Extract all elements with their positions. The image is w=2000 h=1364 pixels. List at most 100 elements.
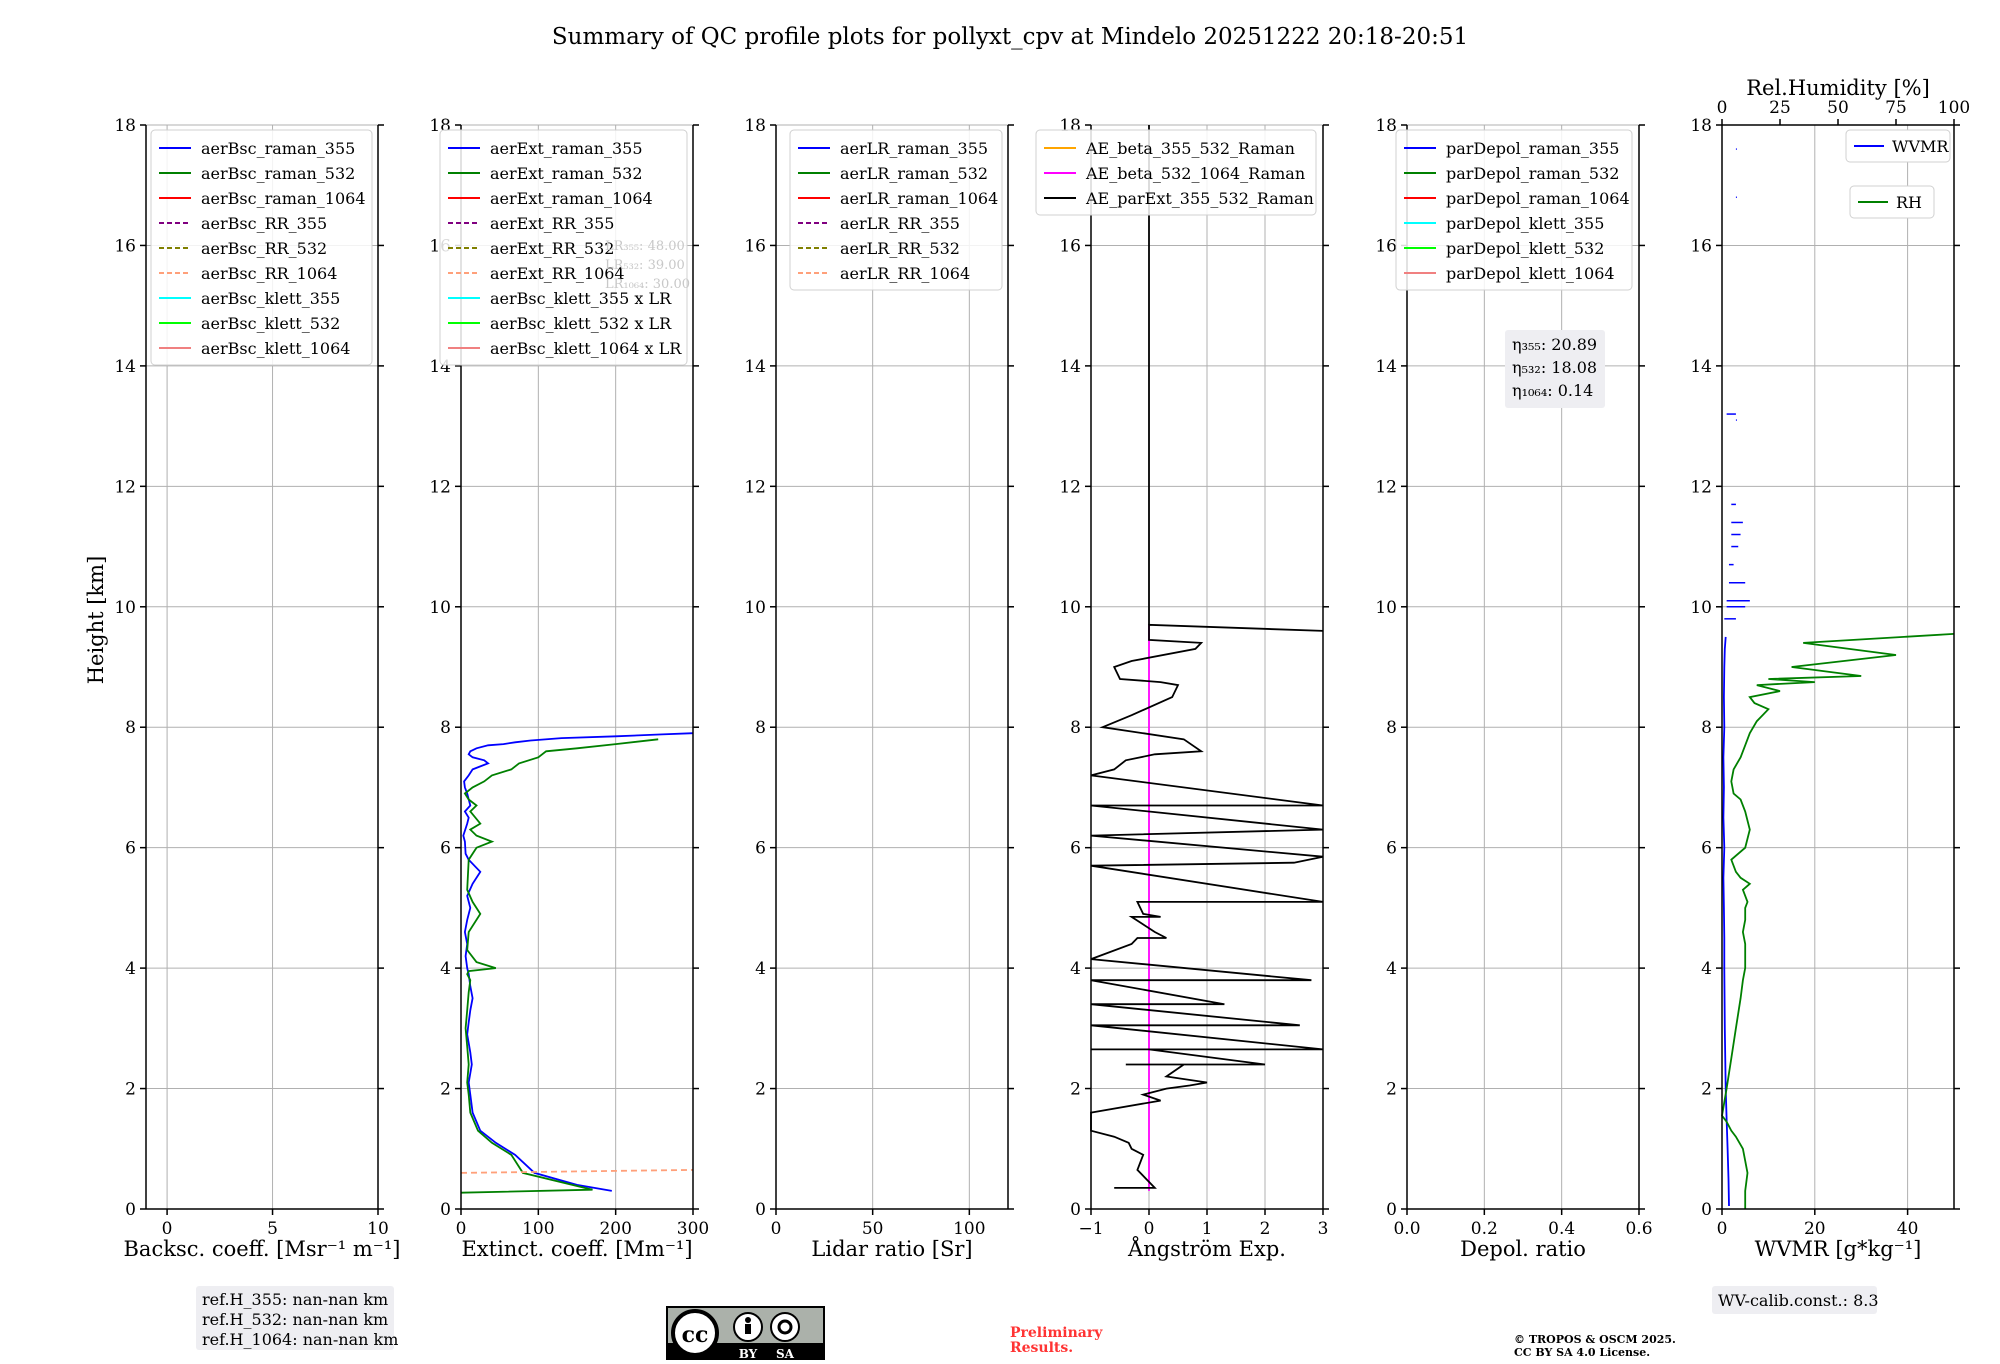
y-tick-label: 4: [1386, 959, 1397, 979]
x-tick-label: −1: [1078, 1219, 1103, 1239]
y-tick-label: 10: [1375, 598, 1397, 618]
series-aerExt_RR_1064: [460, 1169, 694, 1174]
ref-height-532: ref.H_532: nan-nan km: [202, 1310, 388, 1329]
legend-label: parDepol_klett_355: [1446, 214, 1604, 233]
x-tick-label: 1: [1202, 1219, 1213, 1239]
x-tick-label: 0.2: [1471, 1219, 1498, 1239]
x-axis-label: Lidar ratio [Sr]: [811, 1237, 972, 1261]
y-tick-label: 0: [1701, 1200, 1712, 1220]
wv-calib-box: WV-calib.const.: 8.3: [1712, 1286, 1879, 1314]
y-tick-label: 0: [1070, 1200, 1081, 1220]
legend-label: aerBsc_klett_1064: [201, 339, 350, 358]
y-tick-label: 16: [1690, 236, 1712, 256]
preliminary-line-1: Preliminary: [1010, 1325, 1103, 1341]
legend-label: aerExt_raman_532: [490, 164, 643, 183]
series-aerExt_raman_532: [460, 738, 659, 1194]
legend-label: aerBsc_klett_1064 x LR: [490, 339, 682, 358]
top-x-tick-label: 75: [1885, 98, 1907, 118]
x-tick-label: 0.6: [1625, 1219, 1652, 1239]
y-tick-label: 8: [1386, 718, 1397, 738]
legend-label: aerExt_raman_1064: [490, 189, 653, 208]
wv-calib-text: WV-calib.const.: 8.3: [1718, 1291, 1879, 1310]
legend-label: aerBsc_klett_355 x LR: [490, 289, 672, 308]
y-tick-label: 18: [1375, 116, 1397, 136]
legend-label: aerExt_RR_355: [490, 214, 614, 233]
legend-label: aerLR_raman_532: [840, 164, 988, 183]
legend-label: aerLR_raman_1064: [840, 189, 998, 208]
top-x-axis-label: Rel.Humidity [%]: [1746, 76, 1930, 100]
x-tick-label: 10: [367, 1219, 389, 1239]
x-axis-label: Depol. ratio: [1460, 1237, 1586, 1261]
legend-label: parDepol_klett_532: [1446, 239, 1604, 258]
x-axis-label: Backsc. coeff. [Msr⁻¹ m⁻¹]: [124, 1237, 401, 1261]
y-tick-label: 8: [755, 718, 766, 738]
y-tick-label: 2: [755, 1080, 766, 1100]
legend-label: aerLR_RR_532: [840, 239, 960, 258]
y-tick-label: 18: [1690, 116, 1712, 136]
legend-label: AE_beta_355_532_Raman: [1085, 139, 1295, 158]
y-tick-label: 8: [1070, 718, 1081, 738]
x-tick-label: 100: [522, 1219, 554, 1239]
y-tick-label: 6: [1701, 839, 1712, 859]
x-tick-label: 0: [162, 1219, 173, 1239]
x-tick-label: 0: [771, 1219, 782, 1239]
legend-label: RH: [1896, 193, 1922, 212]
y-tick-label: 4: [1070, 959, 1081, 979]
ref-heights-box: ref.H_355: nan-nan km ref.H_532: nan-nan…: [196, 1286, 398, 1350]
x-axis-label: WVMR [g*kg⁻¹]: [1755, 1237, 1922, 1261]
x-tick-label: 200: [599, 1219, 631, 1239]
legend-label: aerBsc_raman_1064: [201, 189, 366, 208]
eta-box: [1505, 330, 1605, 408]
preliminary-line-2: Results.: [1010, 1340, 1073, 1356]
series-AE_parExt_355_532_Raman: [1090, 623, 1324, 1189]
ref-heights-bg: [196, 1286, 394, 1350]
eta-note: η₁₀₆₄: 0.14: [1512, 381, 1593, 400]
wv-calib-bg: [1712, 1286, 1877, 1314]
y-tick-label: 10: [114, 598, 136, 618]
y-tick-label: 14: [744, 357, 766, 377]
y-tick-label: 6: [440, 839, 451, 859]
lr-note: LR₁₀₆₄: 30.00: [605, 277, 690, 292]
legend-label: aerBsc_RR_1064: [201, 264, 337, 283]
top-x-tick-label: 50: [1827, 98, 1849, 118]
eta-note: η₅₃₂: 18.08: [1512, 358, 1597, 377]
y-tick-label: 18: [114, 116, 136, 136]
y-tick-label: 0: [125, 1200, 136, 1220]
license-by-label: BY: [739, 1347, 758, 1360]
legend-label: aerLR_raman_355: [840, 139, 988, 158]
eta-note: η₃₅₅: 20.89: [1512, 335, 1597, 354]
y-tick-label: 4: [755, 959, 766, 979]
legend-label: aerBsc_RR_532: [201, 239, 327, 258]
y-tick-label: 16: [1375, 236, 1397, 256]
cc-letters: cc: [682, 1322, 709, 1348]
panel-depol: 0 2 4 6 8 10 12 14 16 18 0.0 0.2 0.4 0.6 Depol. ratio p…: [1375, 116, 1652, 1261]
x-tick-label: 20: [1804, 1219, 1826, 1239]
y-tick-label: 10: [429, 598, 451, 618]
copyright-line-2: CC BY SA 4.0 License.: [1514, 1346, 1650, 1359]
ref-height-1064: ref.H_1064: nan-nan km: [202, 1330, 398, 1349]
y-tick-label: 14: [1375, 357, 1397, 377]
lr-note: LR₃₅₅: 48.00: [605, 239, 685, 254]
legend-label: aerBsc_klett_532 x LR: [490, 314, 672, 333]
legend-label: aerExt_RR_1064: [490, 264, 625, 283]
legend-label: aerBsc_raman_355: [201, 139, 355, 158]
legend-label: aerBsc_klett_532: [201, 314, 340, 333]
legend-label: parDepol_raman_532: [1446, 164, 1619, 183]
cc-by-sa-logo: cc BY SA: [666, 1306, 825, 1363]
series-RH: [1721, 633, 1955, 1209]
y-tick-label: 8: [440, 718, 451, 738]
legend-label: AE_parExt_355_532_Raman: [1085, 189, 1314, 208]
legend-box: [1035, 129, 1317, 216]
y-tick-label: 0: [440, 1200, 451, 1220]
figure-title: Summary of QC profile plots for pollyxt_…: [552, 24, 1468, 50]
y-tick-label: 8: [125, 718, 136, 738]
x-tick-label: 0: [456, 1219, 467, 1239]
y-tick-label: 12: [1690, 477, 1712, 497]
license-sa-label: SA: [776, 1347, 795, 1360]
